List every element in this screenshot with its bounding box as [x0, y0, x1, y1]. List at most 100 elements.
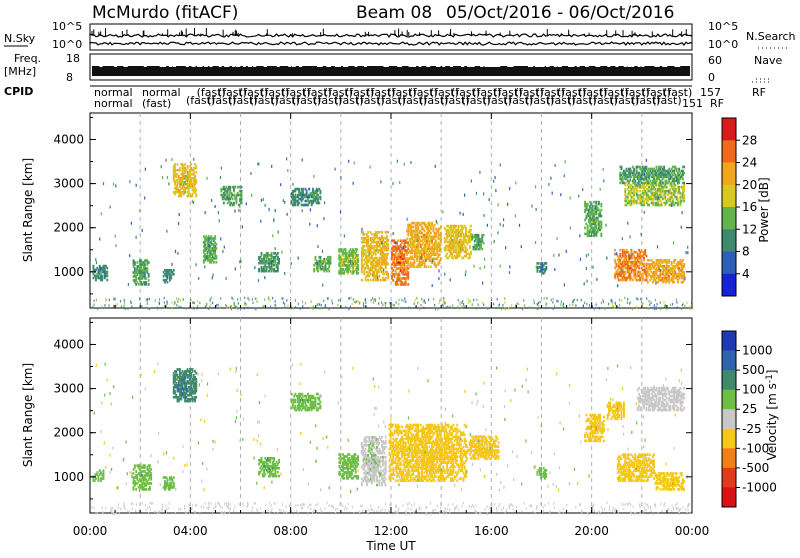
scatter-cell	[632, 279, 634, 282]
scatter-cell	[150, 472, 152, 475]
freq-gap	[114, 64, 117, 67]
ground-scatter-cell	[365, 298, 366, 301]
scatter-cell	[548, 183, 549, 186]
ground-scatter-cell	[523, 299, 524, 302]
scatter-cell	[241, 190, 243, 193]
ground-scatter-cell	[197, 300, 198, 303]
ground-scatter-cell	[619, 299, 620, 302]
scatter-cell	[377, 276, 378, 279]
scatter-cell	[284, 272, 285, 275]
ground-scatter-cell	[554, 305, 555, 308]
ground-scatter-cell	[573, 301, 574, 304]
scatter-cell	[271, 165, 272, 168]
scatter-cell	[463, 213, 464, 216]
scatter-cell	[630, 235, 631, 238]
scatter-cell	[113, 183, 114, 186]
ground-scatter-cell	[449, 306, 450, 309]
scatter-cell	[564, 174, 565, 177]
scatter-cell	[683, 194, 685, 197]
scatter-cell	[627, 222, 628, 225]
ground-scatter-cell	[199, 302, 200, 305]
scatter-cell	[587, 225, 589, 228]
ground-scatter-cell	[226, 306, 227, 309]
scatter-cell	[193, 201, 194, 204]
scatter-cell	[215, 205, 216, 208]
scatter-cell	[648, 204, 650, 207]
scatter-cell	[278, 467, 280, 470]
scatter-cell	[167, 478, 169, 481]
ground-scatter-cell	[124, 299, 125, 302]
freq-gap	[585, 64, 588, 67]
scatter-cell	[298, 257, 299, 260]
ground-scatter-cell	[610, 299, 611, 302]
scatter-cell	[261, 199, 262, 202]
ground-scatter-cell	[328, 308, 329, 311]
scatter-cell	[99, 238, 100, 241]
freq-gap	[535, 64, 538, 67]
scatter-cell	[682, 211, 683, 214]
scatter-cell	[425, 259, 426, 262]
scatter-cell	[387, 263, 389, 266]
scatter-cell	[552, 192, 553, 195]
scatter-cell	[276, 475, 278, 478]
scatter-cell	[353, 182, 354, 185]
scatter-cell	[416, 239, 417, 242]
ground-scatter-cell	[327, 297, 328, 300]
scatter-cell	[606, 257, 607, 260]
scatter-cell	[638, 182, 639, 185]
scatter-cell	[264, 276, 265, 279]
freq-gap	[317, 64, 320, 67]
freq-gap	[144, 64, 147, 67]
ground-scatter-cell	[553, 298, 554, 301]
scatter-cell	[482, 282, 483, 285]
ground-scatter-cell	[470, 300, 471, 303]
ground-scatter-cell	[621, 300, 622, 303]
scatter-cell	[464, 194, 465, 197]
scatter-cell	[310, 208, 311, 211]
ground-scatter-cell	[229, 306, 230, 309]
scatter-cell	[399, 181, 400, 184]
scatter-cell	[455, 225, 457, 228]
scatter-cell	[637, 184, 638, 187]
ground-scatter-cell	[476, 299, 477, 302]
scatter-cell	[106, 279, 108, 282]
scatter-cell	[603, 168, 604, 171]
scatter-cell	[385, 277, 387, 280]
freq-gap	[219, 64, 222, 67]
ground-scatter-cell	[359, 301, 360, 304]
ground-scatter-cell	[546, 307, 547, 310]
ground-scatter-cell	[113, 297, 114, 300]
scatter-cell	[317, 262, 318, 265]
scatter-cell	[624, 271, 626, 274]
scatter-cell	[600, 221, 602, 224]
ground-scatter-cell	[684, 305, 685, 308]
scatter-cell	[465, 273, 466, 276]
scatter-cell	[469, 245, 471, 248]
ground-scatter-cell	[538, 305, 539, 308]
freq-gap	[631, 64, 634, 67]
scatter-cell	[175, 250, 176, 253]
ground-scatter-cell	[244, 307, 245, 310]
freq-gap	[173, 64, 176, 67]
ground-scatter-cell	[482, 301, 483, 304]
scatter-cell	[275, 209, 276, 212]
scatter-cell	[641, 233, 642, 236]
ground-scatter-cell	[660, 301, 661, 304]
scatter-cell	[566, 250, 567, 253]
scatter-cell	[251, 194, 252, 197]
scatter-cell	[221, 167, 222, 170]
ground-scatter-cell	[317, 303, 318, 306]
ground-scatter-cell	[458, 299, 459, 302]
ground-scatter-cell	[365, 302, 366, 305]
nave-label: Nave	[754, 54, 782, 67]
ground-scatter-cell	[96, 299, 97, 302]
scatter-cell	[484, 214, 485, 217]
scatter-cell	[213, 274, 214, 277]
colorbar-segment	[722, 207, 736, 230]
scatter-cell	[553, 254, 554, 257]
ground-scatter-cell	[552, 301, 553, 304]
freq-gap	[328, 64, 331, 67]
ground-scatter-cell	[113, 305, 114, 308]
scatter-cell	[96, 261, 97, 264]
scatter-cell	[166, 230, 167, 233]
